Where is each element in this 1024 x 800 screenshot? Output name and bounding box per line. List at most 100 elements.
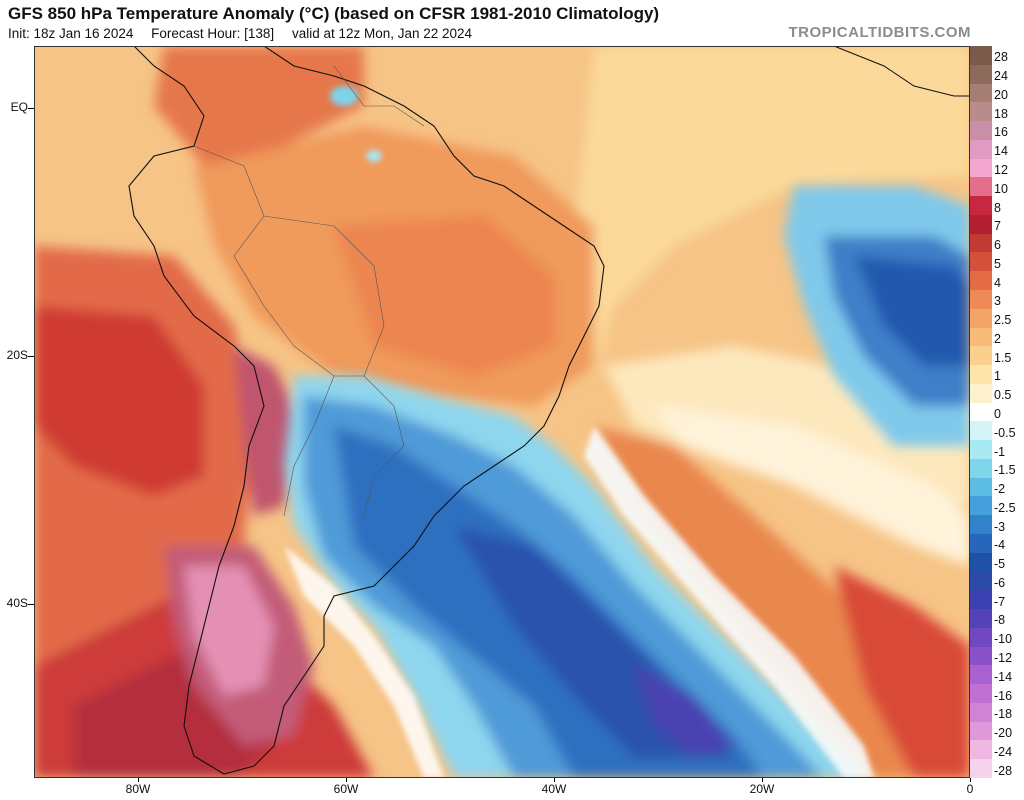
legend-swatch bbox=[970, 665, 992, 685]
legend-label: -8 bbox=[994, 613, 1006, 628]
lat-label: 40S bbox=[6, 596, 28, 611]
lat-tick bbox=[28, 108, 34, 110]
legend-swatch bbox=[970, 383, 992, 404]
legend-swatch bbox=[970, 346, 992, 366]
legend-swatch bbox=[970, 721, 992, 741]
lat-tick bbox=[28, 604, 34, 606]
anomaly-field bbox=[34, 46, 970, 778]
color-legend bbox=[970, 46, 992, 779]
legend-swatch bbox=[970, 571, 992, 591]
legend-label: 12 bbox=[994, 163, 1008, 177]
legend-label: 16 bbox=[994, 125, 1008, 140]
legend-label: 18 bbox=[994, 106, 1008, 121]
legend-swatch bbox=[970, 440, 992, 460]
legend-label: 7 bbox=[994, 219, 1001, 234]
legend-label: 8 bbox=[994, 200, 1001, 215]
lon-tick bbox=[762, 778, 763, 782]
lat-label: 20S bbox=[6, 348, 28, 363]
legend-swatch bbox=[970, 759, 992, 779]
lat-label: EQ bbox=[10, 100, 28, 115]
legend-label: -10 bbox=[994, 632, 1013, 647]
anomaly-map bbox=[34, 46, 970, 778]
legend-swatch bbox=[970, 590, 992, 610]
legend-label: -3 bbox=[994, 519, 1006, 534]
legend-swatch bbox=[970, 177, 992, 197]
legend-swatch bbox=[970, 252, 992, 272]
legend-swatch bbox=[970, 158, 992, 178]
legend-label: 2 bbox=[994, 331, 1001, 346]
legend-swatch bbox=[970, 496, 992, 516]
lon-label: 60W bbox=[333, 782, 359, 796]
legend-swatch bbox=[970, 421, 992, 441]
legend-swatch bbox=[970, 196, 992, 216]
legend-label: -2.5 bbox=[994, 500, 1016, 515]
legend-swatch bbox=[970, 64, 992, 85]
lon-label: 80W bbox=[125, 782, 151, 796]
africa-coast bbox=[833, 46, 970, 97]
legend-label: -5 bbox=[994, 557, 1006, 572]
legend-label: -1 bbox=[994, 444, 1006, 459]
legend-label: 1 bbox=[994, 369, 1001, 384]
legend-label: 3 bbox=[994, 294, 1001, 309]
legend-swatch bbox=[970, 646, 992, 666]
legend-label: -16 bbox=[994, 688, 1013, 703]
valid-time: valid at 12z Mon, Jan 22 2024 bbox=[291, 26, 473, 41]
legend-swatch bbox=[970, 458, 992, 479]
legend-swatch bbox=[970, 627, 992, 648]
legend-label: -18 bbox=[994, 707, 1013, 722]
legend-label: -12 bbox=[994, 651, 1013, 665]
coastlines bbox=[128, 46, 605, 775]
legend-label: -4 bbox=[994, 538, 1006, 553]
lon-label: 40W bbox=[541, 782, 567, 796]
lon-label: 20W bbox=[749, 782, 775, 796]
legend-label: 14 bbox=[994, 144, 1008, 159]
legend-label: 0.5 bbox=[994, 388, 1012, 403]
legend-label: -0.5 bbox=[994, 425, 1016, 440]
legend-label: -2 bbox=[994, 482, 1006, 497]
brand-watermark: TROPICALTIDBITS.COM bbox=[788, 24, 971, 41]
legend-label: 28 bbox=[994, 50, 1008, 65]
lon-label: 0 bbox=[966, 782, 974, 796]
legend-swatch bbox=[970, 46, 992, 66]
legend-label: 24 bbox=[994, 69, 1008, 84]
legend-label: 10 bbox=[994, 181, 1008, 196]
country-borders bbox=[193, 65, 425, 517]
legend-label: 5 bbox=[994, 256, 1001, 271]
legend-label: 1.5 bbox=[994, 350, 1012, 365]
legend-swatch bbox=[970, 83, 992, 103]
legend-swatch bbox=[970, 290, 992, 310]
legend-swatch bbox=[970, 684, 992, 704]
lon-tick bbox=[138, 778, 139, 782]
legend-label: 2.5 bbox=[994, 313, 1012, 328]
legend-label: -6 bbox=[994, 575, 1006, 590]
legend-swatch bbox=[970, 271, 992, 291]
legend-label: -1.5 bbox=[994, 463, 1016, 478]
legend-swatch bbox=[970, 402, 992, 422]
legend-label: -14 bbox=[994, 669, 1013, 684]
lon-tick bbox=[554, 778, 555, 782]
legend-swatch bbox=[970, 740, 992, 760]
legend-swatch bbox=[970, 552, 992, 573]
legend-swatch bbox=[970, 308, 992, 329]
map-subtitle: Init: 18z Jan 16 2024 Forecast Hour: [13… bbox=[8, 26, 472, 41]
legend-swatch bbox=[970, 477, 992, 497]
legend-swatch bbox=[970, 609, 992, 629]
lon-tick bbox=[970, 778, 971, 782]
legend-swatch bbox=[970, 139, 992, 160]
warm-region-atlantic-north bbox=[574, 46, 970, 376]
legend-swatch bbox=[970, 102, 992, 122]
legend-swatch bbox=[970, 534, 992, 554]
init-time: Init: 18z Jan 16 2024 bbox=[8, 26, 134, 41]
legend-label: 20 bbox=[994, 87, 1008, 102]
legend-swatch bbox=[970, 233, 992, 253]
legend-label: -7 bbox=[994, 594, 1006, 609]
legend-swatch bbox=[970, 327, 992, 347]
south-america-coast bbox=[128, 46, 605, 775]
legend-label: -20 bbox=[994, 726, 1013, 741]
map-title: GFS 850 hPa Temperature Anomaly (°C) (ba… bbox=[8, 4, 660, 23]
legend-swatch bbox=[970, 121, 992, 141]
lon-tick bbox=[346, 778, 347, 782]
forecast-hour: Forecast Hour: [138] bbox=[151, 26, 275, 41]
legend-swatch bbox=[970, 365, 992, 385]
legend-label: -24 bbox=[994, 744, 1013, 759]
